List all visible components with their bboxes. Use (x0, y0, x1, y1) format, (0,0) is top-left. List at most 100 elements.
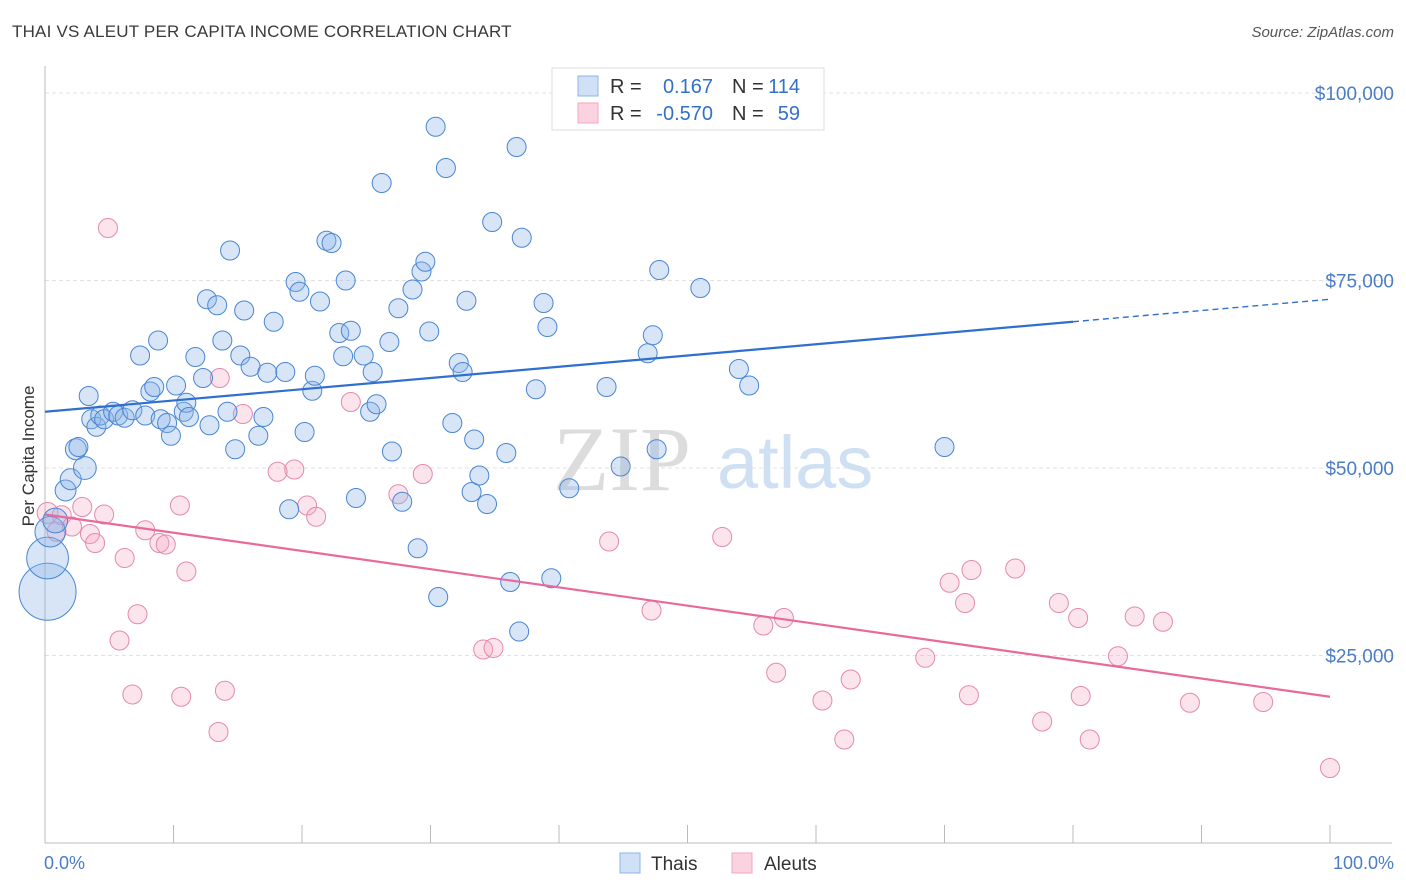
thais-point (178, 407, 199, 427)
aleuts-point (114, 548, 135, 568)
aleuts-point (171, 686, 192, 707)
thais-point (157, 413, 178, 433)
thais-point (345, 488, 366, 508)
aleuts-point (340, 392, 361, 412)
legend-r-value: -0.570 (656, 103, 713, 125)
thais-point (739, 375, 760, 396)
data-points (18, 116, 1340, 778)
aleuts-point (1070, 686, 1091, 706)
watermark: ZIP atlas (553, 408, 873, 510)
thais-point (130, 345, 151, 366)
thais-point (335, 270, 356, 291)
y-tick-label: $75,000 (1325, 272, 1394, 293)
thais-point (294, 422, 315, 442)
aleuts-point (1068, 608, 1089, 628)
thais-point (934, 437, 955, 457)
thais-point (541, 568, 562, 589)
legend-n-label: N = (732, 103, 764, 125)
thais-point (469, 465, 490, 486)
aleuts-point (1320, 758, 1340, 778)
thais-point (185, 347, 206, 367)
thais-point (366, 394, 387, 415)
thais-point (144, 377, 165, 397)
aleuts-point (753, 615, 774, 636)
thais-point (275, 362, 296, 382)
aleuts-point (169, 495, 190, 516)
thais-point (340, 320, 361, 341)
aleuts-point (94, 504, 115, 525)
legend-r-label: R = (610, 76, 642, 98)
thais-point (18, 562, 77, 621)
aleuts-point (46, 521, 67, 542)
aleuts-point (232, 404, 253, 424)
thais-point (64, 438, 87, 461)
bottom-legend-label-thais: Thais (651, 854, 697, 875)
thais-trend-line (44, 320, 1074, 413)
thais-point (230, 345, 251, 366)
aleuts-point (109, 630, 130, 651)
thais-point (199, 415, 220, 436)
aleuts-point (958, 685, 979, 706)
legend-r-value: 0.167 (663, 76, 713, 98)
thais-point (321, 233, 342, 253)
aleuts-point (939, 572, 960, 593)
thais-point (482, 212, 503, 232)
aleuts-point (1107, 646, 1128, 667)
legend-n-label: N = (732, 76, 764, 98)
aleuts-point (1032, 711, 1053, 732)
thais-point (279, 499, 300, 520)
aleuts-point (766, 662, 787, 683)
thais-point (525, 379, 546, 400)
thais-point (86, 416, 107, 437)
thais-point (225, 439, 246, 460)
thais-point (388, 298, 409, 319)
bottom-legend-swatch-aleuts (731, 852, 753, 874)
thais-point (42, 507, 69, 534)
axes (44, 66, 1392, 844)
legend-n-value: 59 (778, 103, 800, 125)
thais-point (402, 279, 423, 300)
thais-point (54, 479, 77, 502)
aleuts-point (641, 600, 662, 621)
thais-point (304, 365, 325, 386)
aleuts-point (712, 527, 733, 547)
aleuts-trend-line (44, 513, 1331, 698)
thais-point (649, 260, 670, 280)
thais-trend-line-extension (1072, 298, 1331, 323)
thais-point (217, 401, 238, 422)
aleuts-point (473, 639, 494, 660)
thais-point (263, 311, 284, 332)
thais-point (150, 409, 171, 430)
thais-point (353, 345, 374, 366)
aleuts-point (1179, 692, 1200, 713)
thais-point (253, 407, 274, 427)
aleuts-point (840, 669, 861, 690)
y-axis-title: Per Capita Income (19, 386, 38, 527)
thais-point (26, 536, 69, 580)
aleuts-point (812, 690, 833, 711)
aleuts-point (72, 497, 93, 517)
thais-point (114, 407, 135, 428)
thais-point (407, 538, 428, 559)
aleuts-point (155, 534, 176, 555)
y-tick-label: $100,000 (1315, 84, 1394, 105)
bottom-legend-swatch-thais (619, 852, 641, 874)
aleuts-point (209, 368, 230, 388)
aleuts-point (1079, 729, 1100, 750)
top-legend: R = 0.167 N = 114 R = -0.570 N = 59 (551, 67, 825, 131)
thais-point (419, 321, 440, 342)
y-tick-label: $25,000 (1325, 647, 1394, 668)
thais-point (690, 278, 711, 298)
aleuts-point (267, 461, 288, 482)
thais-point (160, 425, 181, 446)
source-credit: Source: ZipAtlas.com (1251, 24, 1394, 41)
thais-point (362, 362, 383, 382)
aleuts-point (127, 604, 148, 625)
thais-point (68, 437, 89, 457)
thais-point (248, 425, 269, 446)
aleuts-point (122, 684, 143, 705)
aleuts-point (79, 524, 100, 544)
aleuts-point (85, 533, 106, 553)
y-tick-label: $50,000 (1325, 459, 1394, 480)
